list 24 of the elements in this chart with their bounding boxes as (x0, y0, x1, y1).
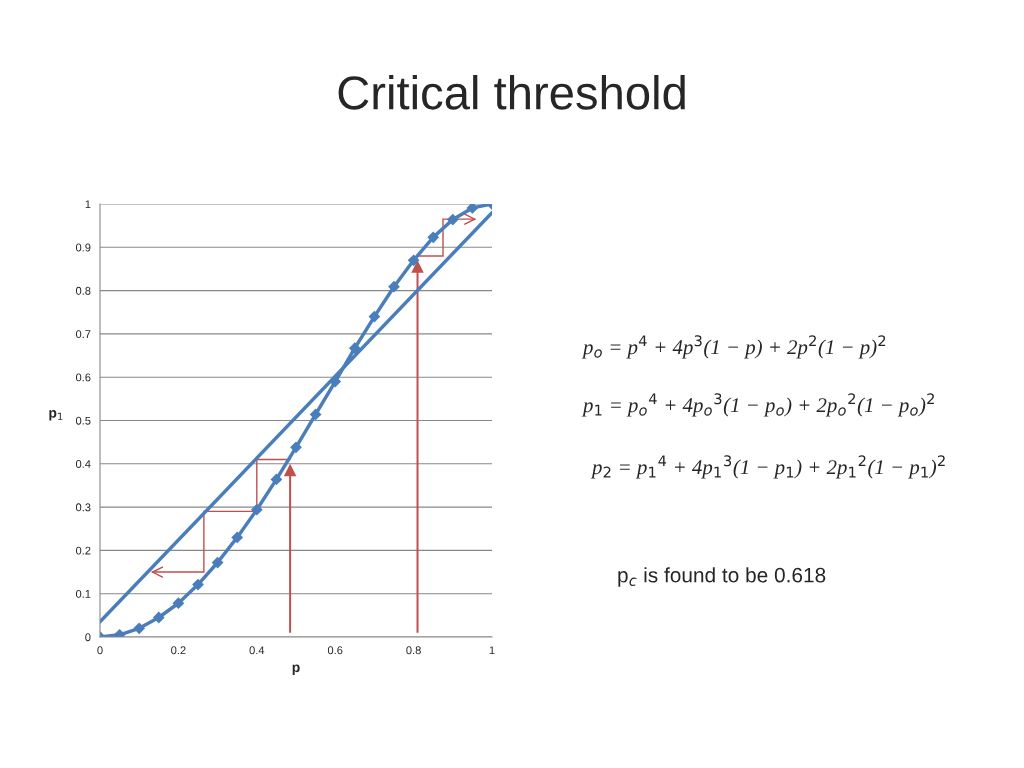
y-tick-label: 0.7 (75, 330, 91, 339)
y-tick-label: 0.4 (75, 460, 91, 468)
x-axis-title: p (292, 664, 300, 675)
y-tick-label: 0.6 (75, 373, 91, 382)
y-tick-label: 1 (85, 200, 91, 209)
y-tick-label: 0.8 (75, 286, 91, 295)
y-tick-label: 0 (85, 633, 91, 642)
x-tick-label: 0.2 (171, 646, 186, 655)
text: p$_{c}$ is found to be 0.618 (618, 567, 826, 587)
x-tick-label: 0.6 (327, 646, 343, 655)
x-tick-label: 0.8 (406, 646, 421, 655)
x-tick-label: 1 (489, 646, 495, 655)
y-axis-title: p$_{1}$ (49, 410, 63, 421)
chart-title: Critical threshold (338, 74, 685, 110)
y-tick-label: 0.2 (75, 546, 91, 555)
text: p$_{1}$ = p$_{o}$$^{4}$ + 4p$_{o}$$^{3}$(1 − p$_{o}$) + 2p$_{o}$$^{2}$(1 − p$_{o}$)$^{2}$ (581, 393, 934, 417)
text: p$_{o}$ = p$^{4}$ + 4p$^{3}$(1 − p) + 2p$^{2}$(1 − p)$^{2}$ (581, 335, 886, 359)
y-tick-label: 0.1 (75, 589, 91, 598)
text: p$_{2}$ = p$_{1}$$^{4}$ + 4p$_{1}$$^{3}$(1 − p$_{1}$) + 2p$_{1}$$^{2}$(1 − p$_{1}$)$^{2}$ (590, 455, 945, 479)
x-tick-label: 0.4 (249, 646, 265, 655)
y-tick-label: 0.5 (75, 416, 91, 425)
x-tick-label: 0 (97, 646, 103, 655)
y-tick-label: 0.9 (75, 243, 91, 252)
y-tick-label: 0.3 (75, 503, 91, 512)
